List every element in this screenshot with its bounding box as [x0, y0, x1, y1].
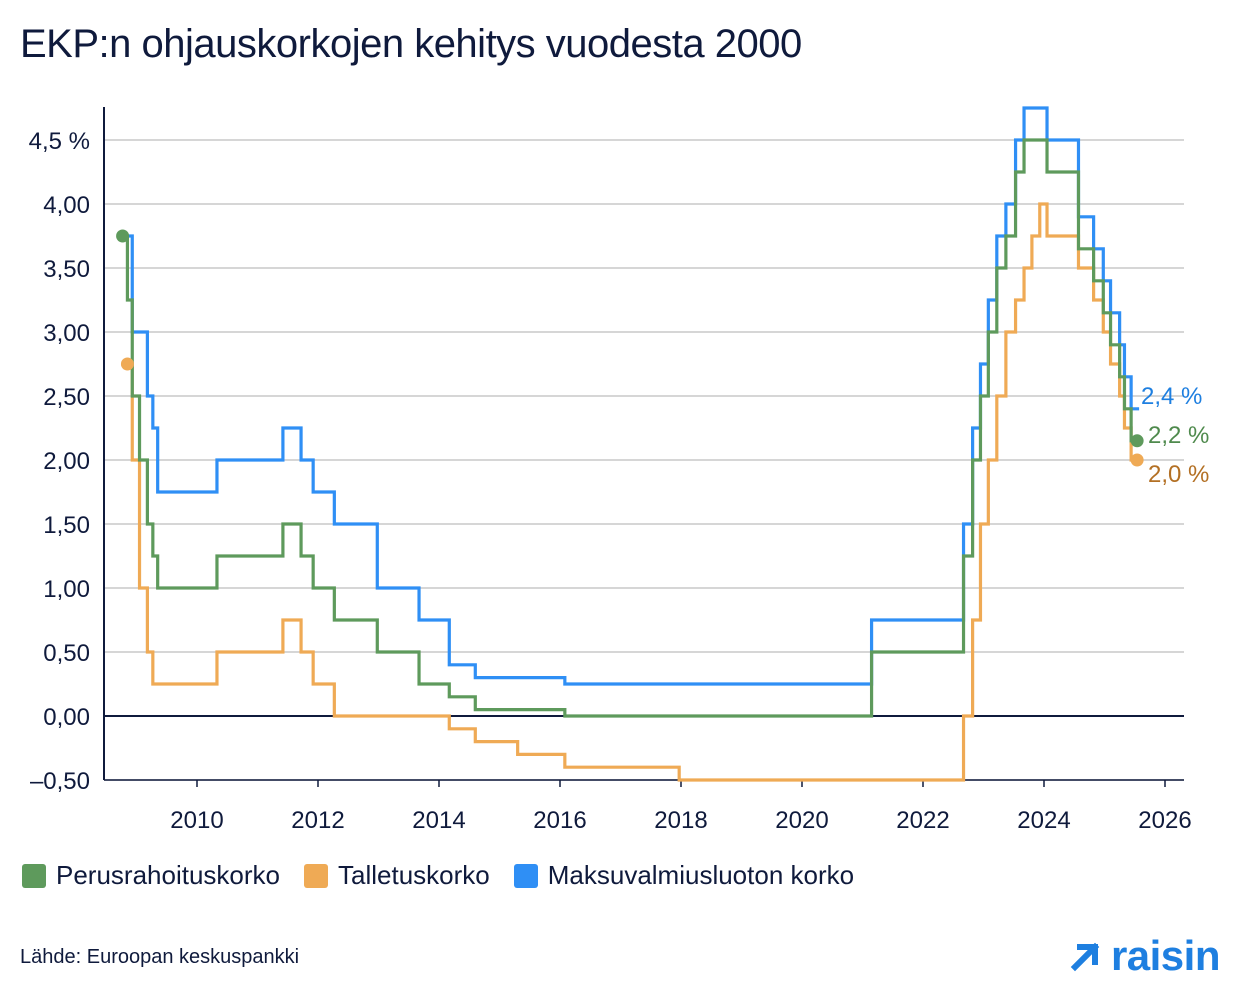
x-tick-label: 2016 [533, 807, 586, 834]
source-note: Lähde: Euroopan keskuspankki [20, 946, 300, 968]
legend-label: Talletuskorko [338, 860, 490, 890]
chart-title: EKP:n ohjauskorkojen kehitys vuodesta 20… [20, 22, 802, 66]
x-tick-label: 2024 [1017, 807, 1070, 834]
x-tick-label: 2020 [775, 807, 828, 834]
legend-swatch-green [22, 863, 46, 888]
start-point [116, 229, 130, 243]
y-tick-label: 0,50 [43, 640, 90, 667]
legend-item-perusrahoituskorko: Perusrahoituskorko [22, 860, 280, 891]
y-tick-label: 1,00 [43, 576, 90, 603]
y-tick-label: 3,00 [43, 320, 90, 347]
end-value-label: 2,2 % [1148, 422, 1209, 449]
legend-label: Maksuvalmiusluoton korko [547, 860, 855, 890]
y-tick-label: 4,00 [43, 192, 90, 219]
y-tick-label: 3,50 [43, 256, 90, 283]
legend: Perusrahoituskorko Talletuskorko Maksuva… [22, 860, 854, 891]
y-tick-label: 2,00 [43, 448, 90, 475]
y-tick-label: 4,5 % [29, 128, 90, 155]
end-value-label: 2,0 % [1148, 461, 1209, 488]
legend-item-talletuskorko: Talletuskorko [304, 860, 490, 891]
legend-swatch-orange [304, 863, 328, 888]
x-tick-label: 2012 [291, 807, 344, 834]
series-line-talletuskorko [127, 202, 1140, 782]
x-tick-label: 2026 [1138, 807, 1191, 834]
series-line-perusrahoituskorko [122, 138, 1140, 718]
x-tick-label: 2018 [654, 807, 707, 834]
start-point [120, 357, 134, 371]
x-tick-label: 2010 [170, 807, 223, 834]
y-tick-label: 0,00 [43, 704, 90, 731]
x-tick-label: 2022 [896, 807, 949, 834]
end-value-label: 2,4 % [1141, 383, 1202, 410]
y-tick-label: 1,50 [43, 512, 90, 539]
legend-swatch-blue [513, 863, 538, 888]
brand-name: raisin [1110, 932, 1221, 979]
arrow-up-right-icon [1070, 942, 1100, 972]
end-point [1130, 434, 1144, 448]
brand-logo: raisin [1069, 932, 1221, 980]
y-tick-label: 2,50 [43, 384, 90, 411]
legend-label: Perusrahoituskorko [56, 860, 280, 890]
x-tick-label: 2014 [412, 807, 465, 834]
y-tick-label: –0,50 [30, 768, 90, 795]
legend-item-maksuvalmiusluoton-korko: Maksuvalmiusluoton korko [513, 860, 855, 891]
end-point [1130, 453, 1144, 467]
